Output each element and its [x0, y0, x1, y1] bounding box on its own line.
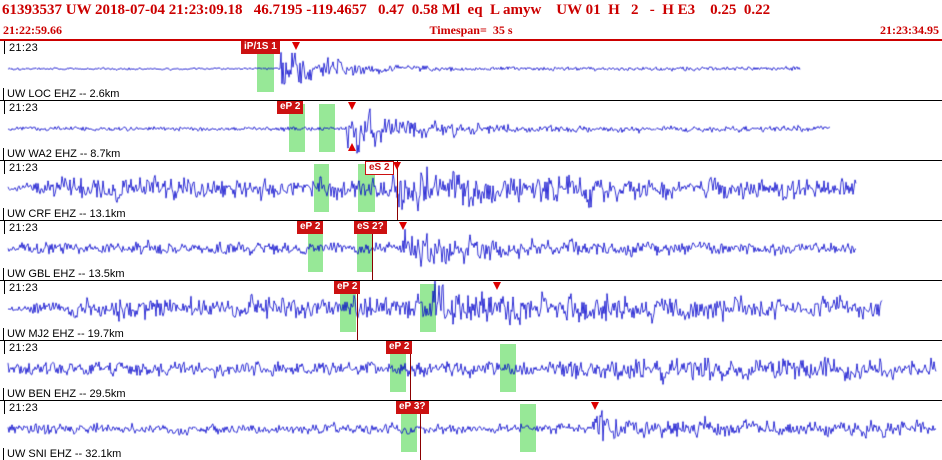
waveform-canvas[interactable] — [0, 341, 942, 400]
time-axis-tick — [4, 41, 5, 54]
pick-time-line — [357, 281, 358, 340]
time-window-bar: 21:22:59.66 Timespan= 35 s 21:23:34.95 — [0, 22, 942, 41]
phase-pick-label[interactable]: eS 2? — [354, 221, 387, 234]
trace-time-label: 21:23 — [9, 402, 39, 414]
arrival-marker-icon — [348, 102, 356, 110]
time-axis-tick — [4, 101, 5, 114]
trace-time-label: 21:23 — [9, 42, 39, 54]
waveform-canvas[interactable] — [0, 221, 942, 280]
station-label: UW GBL EHZ -- 13.5km — [7, 268, 125, 280]
station-label: UW WA2 EHZ -- 8.7km — [7, 148, 121, 160]
pick-time-line — [397, 161, 398, 220]
arrival-marker-icon — [393, 162, 401, 170]
trace-time-label: 21:23 — [9, 222, 39, 234]
arrival-marker-icon — [399, 222, 407, 230]
station-axis-tick — [3, 448, 4, 460]
station-label: UW BEN EHZ -- 29.5km — [7, 388, 126, 400]
station-label: UW LOC EHZ -- 2.6km — [7, 88, 120, 100]
pick-time-line — [420, 401, 421, 460]
time-axis-tick — [4, 401, 5, 414]
trace-time-label: 21:23 — [9, 162, 39, 174]
trace-row: 21:23 UW BEN EHZ -- 29.5km eP 2 — [0, 341, 942, 401]
arrival-marker-icon — [348, 143, 356, 151]
arrival-marker-icon — [292, 42, 300, 50]
waveform-canvas[interactable] — [0, 161, 942, 220]
header-bar: 61393537 UW 2018-07-04 21:23:09.18 46.71… — [0, 0, 942, 41]
station-axis-tick — [3, 148, 4, 160]
trace-row: 21:23 UW LOC EHZ -- 2.6km iP/1S 1 — [0, 41, 942, 101]
time-axis-tick — [4, 341, 5, 354]
trace-time-label: 21:23 — [9, 342, 39, 354]
phase-pick-label[interactable]: eS 2 — [365, 161, 394, 175]
trace-time-label: 21:23 — [9, 102, 39, 114]
station-axis-tick — [3, 388, 4, 400]
station-axis-tick — [3, 268, 4, 280]
trace-list: 21:23 UW LOC EHZ -- 2.6km iP/1S 1 21:23 … — [0, 41, 942, 460]
station-label: UW MJ2 EHZ -- 19.7km — [7, 328, 124, 340]
phase-pick-label[interactable]: eP 2 — [386, 341, 413, 354]
station-label: UW SNI EHZ -- 32.1km — [7, 448, 122, 460]
trace-row: 21:23 UW CRF EHZ -- 13.1km eS 2 — [0, 161, 942, 221]
trace-time-label: 21:23 — [9, 282, 39, 294]
station-axis-tick — [3, 328, 4, 340]
waveform-canvas[interactable] — [0, 101, 942, 160]
pick-time-line — [410, 341, 411, 400]
arrival-marker-icon — [591, 402, 599, 410]
time-axis-tick — [4, 221, 5, 234]
waveform-canvas[interactable] — [0, 401, 942, 460]
window-start-time: 21:22:59.66 — [3, 23, 62, 37]
phase-pick-label[interactable]: eP 3? — [396, 401, 429, 414]
phase-pick-label[interactable]: iP/1S 1 — [241, 41, 280, 54]
phase-pick-label[interactable]: eP 2 — [277, 101, 304, 114]
station-axis-tick — [3, 208, 4, 220]
phase-pick-label[interactable]: eP 2 — [297, 221, 324, 234]
station-axis-tick — [3, 88, 4, 100]
station-label: UW CRF EHZ -- 13.1km — [7, 208, 126, 220]
phase-pick-label[interactable]: eP 2 — [334, 281, 361, 294]
waveform-canvas[interactable] — [0, 41, 942, 100]
time-axis-tick — [4, 281, 5, 294]
time-axis-tick — [4, 161, 5, 174]
trace-row: 21:23 UW MJ2 EHZ -- 19.7km eP 2 — [0, 281, 942, 341]
window-end-time: 21:23:34.95 — [880, 23, 939, 37]
event-summary: 61393537 UW 2018-07-04 21:23:09.18 46.71… — [2, 2, 771, 18]
trace-row: 21:23 UW SNI EHZ -- 32.1km eP 3? — [0, 401, 942, 460]
trace-row: 21:23 UW GBL EHZ -- 13.5km eP 2 eS 2? — [0, 221, 942, 281]
trace-row: 21:23 UW WA2 EHZ -- 8.7km eP 2 — [0, 101, 942, 161]
arrival-marker-icon — [493, 282, 501, 290]
waveform-canvas[interactable] — [0, 281, 942, 340]
pick-time-line — [372, 221, 373, 280]
timespan-label: Timespan= 35 s — [429, 23, 513, 37]
